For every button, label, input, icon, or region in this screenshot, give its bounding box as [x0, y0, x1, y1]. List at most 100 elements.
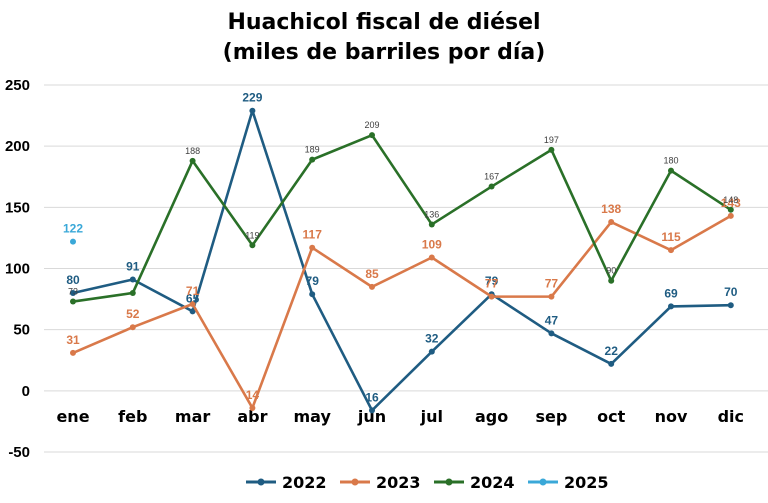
data-point	[668, 247, 674, 254]
data-label: 122	[63, 222, 83, 236]
data-point	[727, 206, 734, 213]
data-point	[129, 276, 136, 283]
x-tick-label: oct	[597, 407, 625, 426]
x-tick-label: jun	[357, 407, 386, 426]
data-label: 22	[605, 344, 619, 358]
data-label: 69	[664, 286, 678, 300]
legend-label: 2025	[564, 473, 609, 492]
data-point	[249, 404, 256, 411]
data-label: 167	[484, 172, 499, 182]
data-point	[428, 254, 435, 261]
data-point	[369, 283, 375, 290]
data-point	[189, 300, 196, 307]
legend-label: 2023	[376, 473, 421, 492]
x-tick-label: ago	[475, 407, 508, 426]
data-point	[727, 302, 734, 309]
data-label: 77	[545, 277, 559, 291]
y-tick-label: 100	[5, 261, 30, 278]
legend-item-2025: 2025	[528, 473, 609, 492]
y-tick-label: 250	[5, 77, 30, 94]
data-label: 32	[425, 332, 439, 346]
legend-item-2024: 2024	[434, 473, 515, 492]
data-label: 189	[305, 145, 320, 155]
data-label: 65	[186, 291, 200, 305]
data-point	[548, 293, 555, 300]
x-tick-label: sep	[535, 407, 567, 426]
data-label: 79	[485, 274, 499, 288]
data-label: 80	[66, 273, 80, 287]
grid-lines	[44, 84, 768, 453]
legend-item-2023: 2023	[340, 473, 421, 492]
data-label: 136	[424, 209, 439, 219]
data-label: 197	[544, 135, 559, 145]
y-tick-label: 200	[5, 138, 30, 155]
data-label: 229	[242, 91, 262, 105]
data-label: 79	[306, 274, 320, 288]
legend-marker	[539, 478, 547, 486]
x-tick-label: jul	[420, 407, 443, 426]
legend: 2022 2023 2024 2025	[246, 473, 609, 492]
data-label: 47	[545, 313, 559, 327]
legend-marker	[351, 478, 359, 486]
series-2025	[70, 238, 76, 245]
x-tick-label: may	[293, 407, 331, 426]
x-tick-label: dic	[718, 407, 744, 426]
y-tick-label: 50	[13, 322, 30, 339]
legend-marker	[445, 478, 453, 486]
data-point	[369, 132, 375, 139]
data-label: 77	[485, 277, 499, 291]
data-point	[608, 219, 615, 226]
y-tick-label: 150	[5, 199, 30, 216]
data-label: 209	[364, 120, 379, 130]
chart-subtitle: (miles de barriles por día)	[222, 40, 546, 65]
data-label: 52	[126, 307, 140, 321]
data-point	[249, 242, 256, 249]
series-line	[72, 133, 732, 303]
data-point	[249, 107, 256, 114]
data-label: 71	[186, 284, 200, 298]
data-point	[309, 156, 316, 163]
data-label: 31	[66, 333, 80, 347]
data-label: 148	[723, 195, 738, 205]
x-tick-label: nov	[655, 407, 688, 426]
chart-title: Huachicol fiscal de diésel	[227, 10, 541, 35]
x-tick-label: mar	[175, 407, 210, 426]
legend-label: 2024	[470, 473, 515, 492]
data-point	[488, 183, 495, 190]
legend-label: 2022	[282, 473, 327, 492]
data-label: 85	[365, 267, 379, 281]
x-tick-label: ene	[56, 407, 89, 426]
data-label: 180	[663, 156, 678, 166]
data-point	[548, 330, 555, 337]
data-label: 119	[245, 230, 259, 240]
data-point	[488, 293, 495, 300]
series-line	[72, 214, 732, 410]
data-point	[369, 407, 375, 414]
x-tick-label: abr	[237, 407, 267, 426]
data-point	[309, 291, 316, 298]
data-point	[428, 348, 435, 355]
data-point	[727, 212, 734, 219]
data-point	[70, 298, 76, 305]
data-point	[70, 349, 76, 356]
data-label: 143	[721, 196, 741, 210]
series-line	[72, 109, 731, 412]
data-labels: 80 91 65 229 79 16 32 79 47 22 69 70 31 52 71 14 117 85 10…	[63, 91, 741, 405]
y-tick-label: 0	[22, 383, 30, 400]
data-label: 188	[185, 146, 200, 156]
data-point	[70, 238, 76, 245]
data-point	[608, 360, 615, 367]
data-point	[70, 289, 76, 296]
data-label: 109	[422, 237, 442, 251]
data-label: 14	[246, 388, 260, 402]
data-label: 117	[303, 228, 323, 242]
data-point	[668, 303, 674, 310]
data-label: 91	[126, 260, 140, 274]
data-label: 138	[601, 202, 621, 216]
legend-item-2022: 2022	[246, 473, 327, 492]
data-point	[309, 244, 316, 251]
data-point	[189, 157, 196, 164]
data-label: 90	[606, 266, 616, 276]
data-point	[668, 167, 674, 174]
data-point	[428, 221, 435, 228]
